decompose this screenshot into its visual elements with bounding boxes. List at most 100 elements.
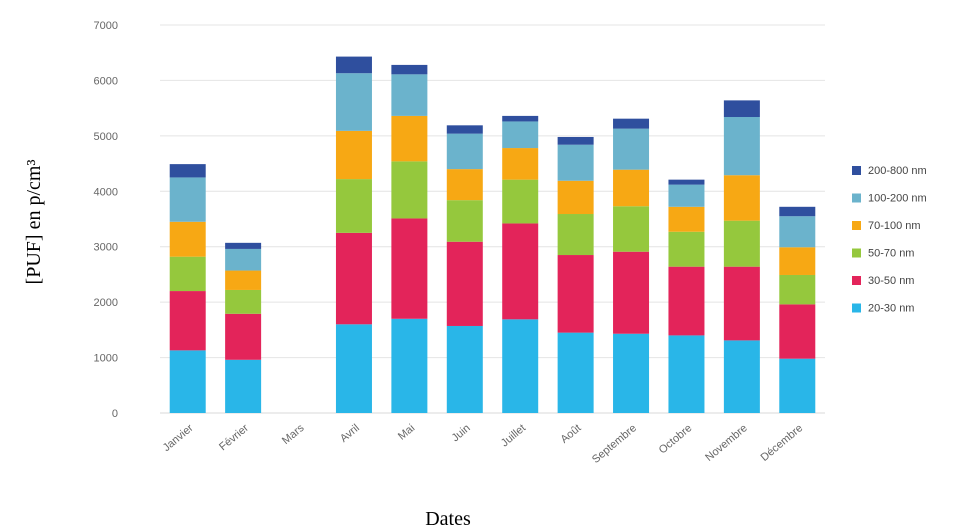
legend-label: 20-30 nm [868,303,914,315]
bar-segment [391,218,428,319]
x-tick-label: Octobre [657,422,695,456]
bar-segment [391,161,428,219]
bar-segment [502,115,539,122]
bar-segment [335,232,372,325]
legend-label: 200-800 nm [868,165,927,177]
x-tick-label: Juillet [499,422,528,449]
bar-segment [557,214,594,256]
bar-segment [779,274,816,305]
bar-segment [169,164,206,178]
bar-segment [557,332,594,413]
bar-segment [779,247,816,275]
bar-segment [391,115,428,162]
bar-segment [613,251,650,334]
y-tick-label: 0 [112,408,118,420]
bar-segment [169,350,206,413]
bar-segment [335,73,372,131]
bar-segment [225,248,262,271]
bar-segment [779,216,816,248]
y-axis-title: [PUF] en p/cm³ [23,160,45,285]
legend-label: 30-50 nm [868,275,914,287]
bar-segment [668,231,705,267]
x-tick-label: Juin [450,422,473,444]
bar-segment [613,333,650,413]
y-tick-label: 1000 [94,353,118,365]
bar-segment [225,242,262,249]
x-tick-label: Mai [396,422,417,443]
bar-segment [723,220,760,267]
bar-segment [613,206,650,252]
bar-segment [557,136,594,145]
bar-segment [502,148,539,180]
x-tick-label: Août [558,422,583,446]
bar-segment [446,200,483,242]
legend-swatch [852,276,861,285]
bar-segment [723,175,760,221]
bar-segment [613,169,650,207]
bar-segment [668,335,705,413]
y-tick-label: 5000 [94,131,118,143]
x-axis-title: Dates [425,508,471,530]
x-tick-label: Janvier [161,422,196,454]
bar-segment [723,266,760,341]
y-tick-label: 6000 [94,75,118,87]
legend-swatch [852,193,861,203]
legend-label: 70-100 nm [868,220,921,232]
x-tick-label: Novembre [703,422,750,464]
legend-swatch [852,166,861,175]
bar-segment [446,241,483,326]
bar-segment [169,177,206,222]
bar-segment [446,133,483,170]
x-tick-label: Décembre [759,422,806,464]
x-tick-label: Mars [280,422,307,447]
bar-segment [613,118,650,129]
legend: 200-800 nm 100-200 nm 70-100 nm 50-70 nm 30-… [852,165,927,315]
legend-swatch [852,221,861,230]
bar-segment [502,319,539,413]
bar-segment [225,313,262,360]
bar-segment [723,117,760,176]
bar-segment [225,289,262,314]
legend-swatch [852,303,861,313]
bar-segment [335,324,372,413]
bar-segment [335,130,372,180]
y-tick-label: 2000 [94,297,118,309]
legend-swatch [852,248,861,258]
bar-segment [391,318,428,413]
bar-segment [225,270,262,290]
bar-segment [225,359,262,413]
bar-segment [613,128,650,170]
bars [169,56,816,413]
y-tick-labels: 0 1000 2000 3000 4000 5000 6000 7000 [94,20,118,420]
bar-segment [169,256,206,292]
bar-segment [779,304,816,359]
bar-segment [169,291,206,351]
legend-label: 50-70 nm [868,248,914,260]
bar-segment [335,179,372,233]
x-tick-labels: Janvier Février Mars Avril Mai Juin Juillet Aoû… [161,422,805,466]
bar-segment [446,169,483,201]
bar-segment [502,223,539,320]
x-tick-label: Septembre [590,422,639,466]
bar-segment [557,255,594,333]
legend-label: 100-200 nm [868,193,927,205]
bar-segment [391,64,428,75]
bar-segment [668,266,705,336]
bar-segment [779,358,816,413]
bar-segment [335,56,372,74]
x-tick-label: Avril [338,422,362,445]
gridlines [160,24,825,414]
x-tick-label: Février [217,422,251,453]
bar-segment [557,144,594,181]
bar-segment [391,74,428,116]
y-tick-label: 7000 [94,20,118,32]
bar-segment [668,179,705,185]
y-tick-label: 4000 [94,186,118,198]
bar-segment [502,179,539,224]
bar-segment [446,325,483,413]
bar-segment [668,184,705,207]
bar-segment [668,206,705,232]
bar-segment [779,206,816,217]
bar-segment [446,125,483,134]
